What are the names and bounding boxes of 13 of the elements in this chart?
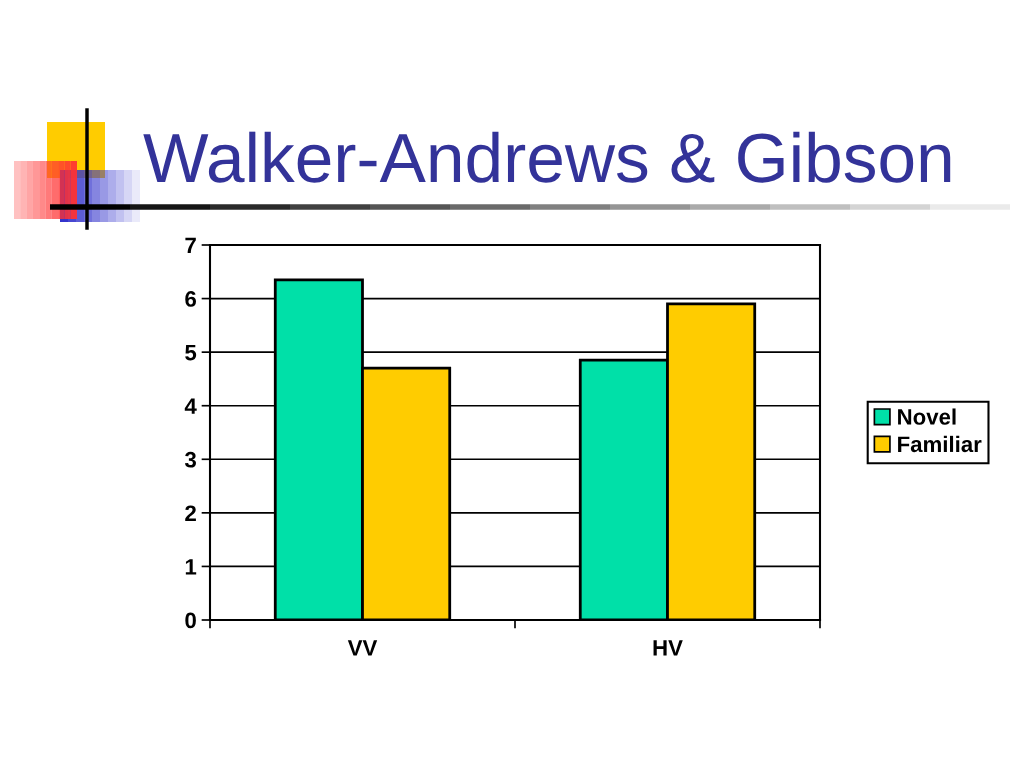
y-tick-label: 2	[185, 505, 196, 521]
y-tick-label: 1	[185, 559, 197, 575]
y-tick-label: 5	[185, 344, 197, 361]
y-tick-label: 0	[185, 612, 196, 629]
y-tick-label: 6	[185, 291, 196, 307]
x-tick-label: VV	[347, 640, 378, 656]
y-tick-label: 4	[184, 398, 197, 414]
y-tick-label: 3	[184, 451, 196, 468]
y-tick-label: 7	[185, 237, 196, 254]
chart-title: Walker-Andrews & Gibson	[143, 131, 951, 183]
legend-label: Familiar	[898, 435, 982, 453]
x-tick-label: HV	[653, 640, 683, 656]
legend-label: Novel	[898, 408, 956, 425]
